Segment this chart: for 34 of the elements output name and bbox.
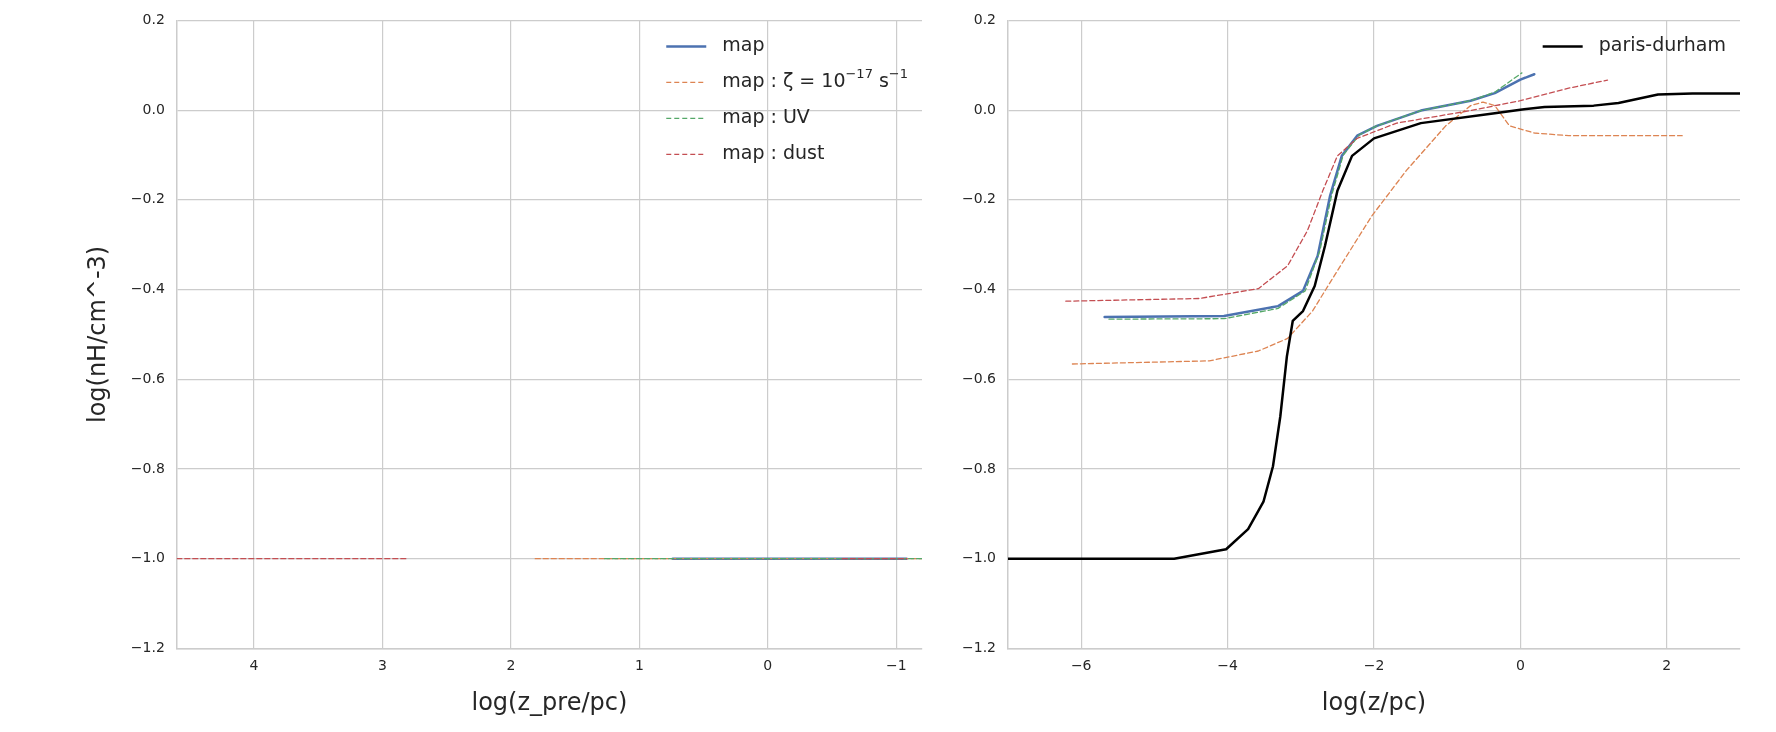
y-tick-label: 0.2 <box>142 11 165 28</box>
legend-label: map <box>722 33 765 56</box>
x-axis-title: log(z_pre/pc) <box>471 687 628 716</box>
x-tick-label: 4 <box>249 657 259 674</box>
x-tick-label: 2 <box>506 657 516 674</box>
y-tick-label: −0.8 <box>962 459 996 476</box>
y-tick-label: −0.8 <box>130 459 165 476</box>
x-tick-label: 0 <box>763 657 773 674</box>
y-tick-label: −0.6 <box>130 369 165 386</box>
y-tick-label: −0.4 <box>130 280 165 297</box>
x-tick-label: 3 <box>377 657 387 674</box>
y-tick-label: −0.6 <box>962 369 997 386</box>
y-tick-label: −1.0 <box>130 549 165 566</box>
y-tick-label: −0.2 <box>130 190 165 207</box>
legend-label: paris-durham <box>1598 33 1727 56</box>
y-tick-label: −1.2 <box>962 639 996 656</box>
x-tick-label: 0 <box>1515 657 1525 674</box>
x-tick-label: 2 <box>1662 657 1672 674</box>
y-tick-label: 0.2 <box>973 11 996 28</box>
y-tick-label: 0.0 <box>142 100 165 117</box>
x-tick-label: 1 <box>634 657 644 674</box>
legend-label: map : UV <box>722 105 810 128</box>
x-axis-title: log(z/pc) <box>1321 687 1427 716</box>
y-tick-label: −1.0 <box>962 549 996 566</box>
y-tick-label: −1.2 <box>130 639 165 656</box>
x-tick-label: −4 <box>1217 657 1239 674</box>
y-tick-label: −0.2 <box>962 190 996 207</box>
legend-label: map : dust <box>722 141 825 164</box>
x-tick-label: −1 <box>885 657 907 674</box>
x-tick-label: −2 <box>1363 657 1385 674</box>
x-tick-label: −6 <box>1070 657 1092 674</box>
y-axis-title: log(nH/cm^-3) <box>82 245 111 424</box>
y-tick-label: −0.4 <box>962 280 997 297</box>
y-tick-label: 0.0 <box>973 100 996 117</box>
